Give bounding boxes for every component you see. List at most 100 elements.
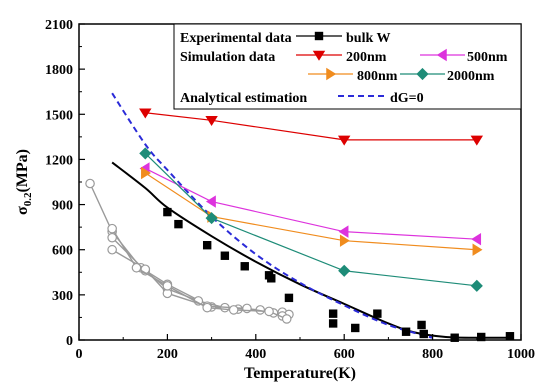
series-200nm (139, 108, 484, 146)
grey-open-circle (107, 223, 117, 234)
grey-open-circle (107, 232, 117, 243)
legend-marker (312, 50, 326, 61)
data-point (284, 293, 294, 303)
data-point (141, 166, 152, 180)
data-point (163, 207, 172, 217)
legend-marker (326, 67, 337, 81)
legend-group-experimental: Experimental data (180, 31, 292, 46)
data-point (338, 264, 351, 277)
legend-entry-200nm: 200nm (296, 50, 387, 65)
legend-entry-500nm: 500nm (420, 48, 508, 65)
legend-marker (314, 31, 324, 41)
x-tick-label: 200 (157, 347, 178, 362)
y-tick-label: 300 (52, 289, 73, 304)
grey-open-circle (85, 178, 95, 189)
legend-marker (436, 48, 447, 62)
data-point (205, 195, 216, 208)
data-point (139, 108, 152, 119)
data-point (477, 332, 486, 342)
data-point (339, 234, 350, 247)
x-tick-label: 600 (334, 347, 355, 362)
data-point (450, 333, 459, 342)
x-tick-label: 0 (76, 347, 83, 362)
data-point (472, 243, 483, 256)
bulk-fit-curve (111, 161, 510, 339)
data-point (505, 332, 515, 341)
y-axis-label-subscript: 0.2 (22, 192, 34, 206)
series-line (145, 167, 477, 240)
legend-box (173, 23, 522, 110)
x-tick-label: 400 (245, 347, 266, 362)
y-tick-label: 900 (52, 199, 73, 214)
series-line (144, 172, 477, 251)
grey-curves (85, 178, 294, 324)
data-point (205, 212, 218, 225)
grey-open-circle (162, 281, 173, 291)
legend-entries: bulk W 200nm 500nm 800nm 2000nm dG=0 (296, 31, 508, 106)
series-markers (139, 108, 515, 342)
legend-entry-label: bulk W (346, 31, 391, 46)
y-tick-label: 2100 (45, 18, 73, 33)
y-tick-label: 0 (66, 334, 73, 349)
grey-open-circle (131, 262, 142, 273)
fit-curves (111, 92, 510, 339)
grey-open-circle (228, 305, 239, 315)
grey-open-circle (242, 303, 252, 314)
data-point (240, 262, 249, 271)
legend-entry-800nm: 800nm (308, 67, 398, 84)
grey-curve (89, 183, 290, 316)
legend-entry-label: 2000nm (447, 69, 495, 84)
series-bulk-w (163, 207, 515, 342)
legend-entry-2000nm: 2000nm (400, 67, 495, 84)
legend: Experimental data Simulation data Analyt… (173, 23, 522, 110)
data-point (373, 309, 382, 318)
analytical-dG0-curve (111, 92, 433, 339)
data-point (471, 232, 482, 246)
data-point (328, 319, 338, 328)
data-point (205, 116, 218, 127)
legend-entry-label: 800nm (357, 69, 398, 84)
data-point (351, 323, 360, 333)
y-tick-label: 1200 (45, 153, 73, 168)
y-axis-label-unit: (MPa) (14, 149, 31, 193)
grey-open-circle (107, 244, 117, 255)
y-tick-label: 1500 (45, 108, 73, 123)
x-axis-label: Temperature(K) (244, 365, 356, 382)
legend-entry-dg0: dG=0 (338, 91, 424, 106)
legend-entry-label: dG=0 (390, 91, 424, 106)
series-line (144, 152, 477, 287)
data-point (220, 251, 230, 260)
data-point (328, 309, 338, 318)
legend-group-simulation: Simulation data (180, 50, 275, 65)
data-point (419, 329, 428, 339)
legend-entry-bulk-w: bulk W (296, 31, 391, 46)
grey-open-circle (264, 306, 274, 317)
data-point (417, 320, 426, 330)
grey-open-circle (281, 314, 292, 324)
y-tick-label: 600 (52, 244, 73, 259)
legend-marker (416, 67, 429, 81)
legend-entry-label: 200nm (346, 50, 387, 65)
series-line (145, 112, 477, 141)
data-point (338, 225, 349, 238)
series-2000nm (139, 147, 483, 292)
data-point (202, 240, 212, 250)
data-point (267, 274, 276, 283)
grey-open-circle (202, 302, 212, 313)
series-800nm (141, 166, 483, 256)
axis-ticks: 0 200 400 600 800 1000 0 300 600 900 1200 1500 1800 2… (45, 18, 535, 362)
data-point (174, 219, 183, 229)
y-axis-label: σ0.2(MPa) (14, 149, 34, 215)
data-point (401, 327, 411, 336)
legend-entry-label: 500nm (467, 50, 508, 65)
data-point (337, 135, 351, 146)
x-tick-label: 1000 (507, 347, 535, 362)
y-axis-label-symbol: σ (14, 206, 31, 215)
data-point (470, 279, 483, 292)
legend-group-analytical: Analytical estimation (180, 91, 307, 106)
data-point (470, 135, 484, 146)
y-tick-label: 1800 (45, 63, 73, 78)
data-point (139, 147, 152, 160)
x-tick-label: 800 (422, 347, 443, 362)
